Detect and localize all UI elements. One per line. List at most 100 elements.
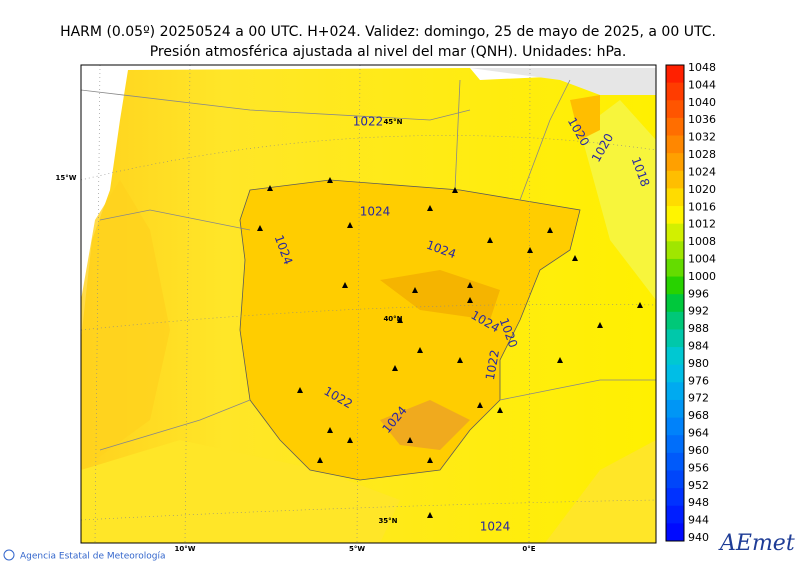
- colorbar-segment: [666, 258, 684, 278]
- peak: [467, 297, 473, 303]
- peak: [327, 177, 333, 183]
- yellow-area: [545, 440, 656, 543]
- colorbar-label: 1012: [688, 218, 716, 231]
- colorbar-segment: [666, 223, 684, 242]
- colorbar-segment: [666, 117, 684, 137]
- colorbar-label: 1044: [688, 78, 716, 91]
- colorbar-label: 1032: [688, 131, 716, 144]
- colorbar-segment: [666, 488, 684, 507]
- peak: [267, 185, 273, 191]
- colorbar-segment: [666, 523, 684, 542]
- peak: [347, 437, 353, 443]
- colorbar-segment: [666, 65, 684, 84]
- colorbar-segment: [666, 382, 684, 401]
- high-area: [570, 95, 600, 140]
- colorbar-label: 976: [688, 374, 709, 387]
- no-data-area: [470, 68, 656, 95]
- peaks: [257, 177, 643, 518]
- peak: [412, 287, 418, 293]
- contour-label: 1022: [353, 115, 384, 129]
- peak: [257, 225, 263, 231]
- peak: [342, 282, 348, 288]
- grid-label: 35°N: [378, 517, 397, 525]
- colorbar-segment: [666, 417, 684, 436]
- colorbar-label: 952: [688, 479, 709, 492]
- peak: [347, 222, 353, 228]
- colorbar-label: 1024: [688, 165, 716, 178]
- colorbar-segment: [666, 329, 684, 348]
- colorbar-label: 996: [688, 287, 709, 300]
- peak: [477, 402, 483, 408]
- peak: [467, 282, 473, 288]
- peak: [547, 227, 553, 233]
- colorbar-label: 1048: [688, 61, 716, 74]
- colorbar-segment: [666, 153, 684, 172]
- colorbar-label: 956: [688, 461, 709, 474]
- colorbar-segment: [666, 364, 684, 383]
- colorbar-label: 940: [688, 531, 709, 544]
- green-yellow-area: [580, 100, 656, 300]
- logo: AEmet: [718, 531, 795, 556]
- colorbar-label: 984: [688, 340, 709, 353]
- colorbar-segment: [666, 82, 684, 101]
- yellow-area: [81, 440, 400, 543]
- colorbar-label: 960: [688, 444, 709, 457]
- peak: [427, 512, 433, 518]
- colorbar-segment: [666, 347, 684, 366]
- peak: [427, 457, 433, 463]
- colorbar-segment: [666, 505, 684, 524]
- peak: [317, 457, 323, 463]
- colorbar-label: 1000: [688, 270, 716, 283]
- orange-area: [81, 180, 170, 470]
- peak: [397, 317, 403, 323]
- colorbar-label: 1028: [688, 148, 716, 161]
- peak: [392, 365, 398, 371]
- colorbar-segment: [666, 170, 684, 189]
- peak: [557, 357, 563, 363]
- colorbar-segment: [666, 435, 684, 454]
- colorbar-label: 988: [688, 322, 709, 335]
- colorbar-segment: [666, 276, 684, 295]
- peak: [417, 347, 423, 353]
- colorbar-segment: [666, 399, 684, 419]
- borders: [81, 79, 656, 451]
- colorbar-segment: [666, 188, 684, 207]
- colorbar-label: 1008: [688, 235, 716, 248]
- colorbar-label: 1020: [688, 183, 716, 196]
- colorbar-segment: [666, 294, 684, 313]
- colorbar-segment: [666, 135, 684, 154]
- colorbar-segment: [666, 206, 684, 225]
- agency-name: Agencia Estatal de Meteorología: [20, 552, 166, 562]
- colorbar-segment: [666, 470, 684, 489]
- colorbar-label: 1004: [688, 252, 716, 265]
- grid-label: 10°W: [175, 545, 196, 553]
- peak: [637, 302, 643, 308]
- colorbar-segment: [666, 311, 684, 330]
- title-line-1: HARM (0.05º) 20250524 a 00 UTC. H+024. V…: [60, 24, 716, 40]
- colorbar: 1048 1044 1040 1036 1032 1028 1024 1020 1016 1012…: [665, 61, 716, 544]
- title-line-2: Presión atmosférica ajustada al nivel de…: [150, 44, 627, 60]
- peak: [427, 205, 433, 211]
- peak: [297, 387, 303, 393]
- copyright-icon: [3, 549, 15, 561]
- colorbar-frame: [665, 64, 685, 542]
- peak: [572, 255, 578, 261]
- grid-label: 15°W: [56, 174, 77, 182]
- colorbar-label: 964: [688, 427, 709, 440]
- graticule: [81, 65, 656, 543]
- peak: [457, 357, 463, 363]
- colorbar-segment: [666, 241, 684, 260]
- colorbar-label: 972: [688, 392, 709, 405]
- colorbar-label: 1036: [688, 113, 716, 126]
- peak: [452, 187, 458, 193]
- contour-label: 1024: [360, 205, 391, 219]
- colorbar-segment: [666, 100, 684, 119]
- peak: [487, 237, 493, 243]
- grid-label: 40°N: [383, 315, 402, 323]
- peak: [497, 407, 503, 413]
- contour-label: 1024: [480, 520, 511, 534]
- peak: [327, 427, 333, 433]
- contour-label: 1022: [483, 349, 502, 382]
